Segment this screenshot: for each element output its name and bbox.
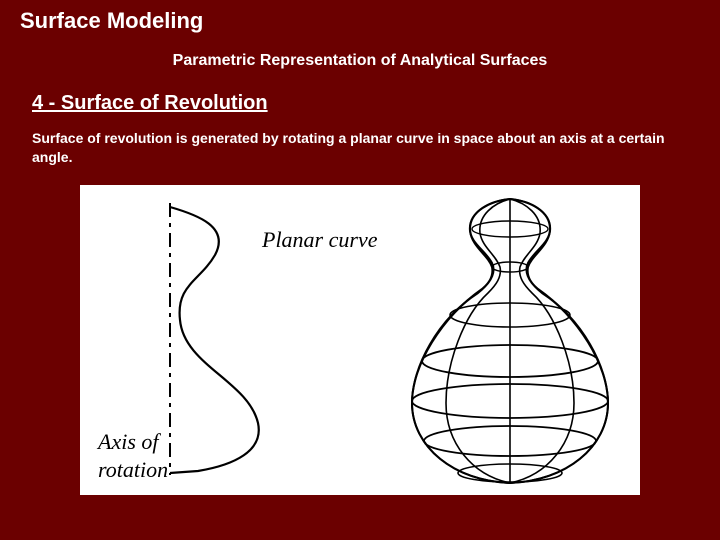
slide-title: Surface Modeling bbox=[20, 8, 700, 34]
slide-subtitle: Parametric Representation of Analytical … bbox=[20, 52, 700, 70]
body-text: Surface of revolution is generated by ro… bbox=[32, 129, 680, 167]
meridian-line bbox=[510, 199, 574, 483]
label-planar-curve: Planar curve bbox=[261, 227, 378, 252]
meridian-group bbox=[412, 199, 608, 483]
section-heading: 4 - Surface of Revolution bbox=[32, 92, 700, 115]
label-axis-line1: Axis of bbox=[96, 429, 161, 454]
slide: Surface Modeling Parametric Representati… bbox=[0, 0, 720, 540]
label-axis-line2: rotation bbox=[98, 457, 168, 482]
planar-curve bbox=[170, 207, 259, 473]
figure-diagram: Planar curve Axis of rotation bbox=[80, 185, 640, 495]
meridian-line bbox=[510, 199, 608, 483]
meridian-line bbox=[446, 199, 510, 483]
meridian-line bbox=[412, 199, 510, 483]
